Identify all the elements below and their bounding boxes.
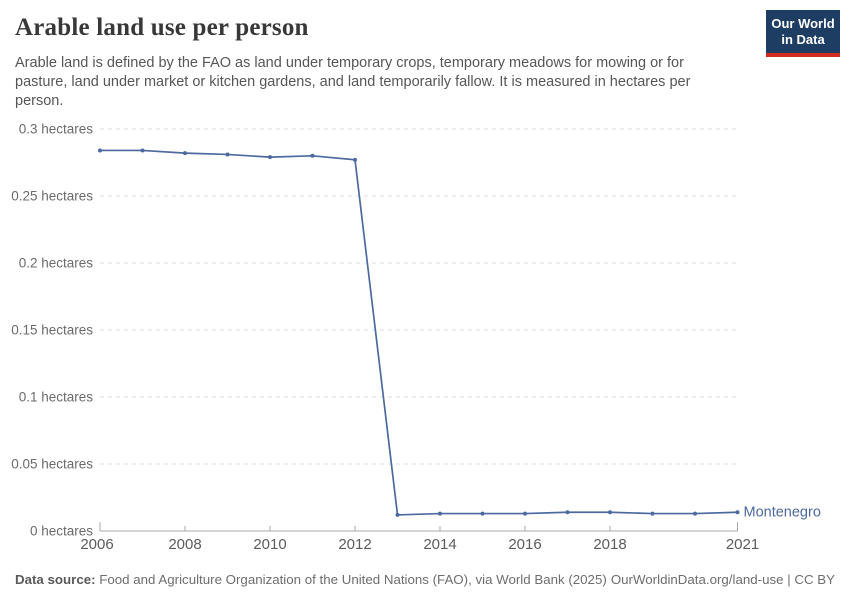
data-point	[480, 511, 485, 516]
y-axis-label: 0.05 hectares	[11, 457, 93, 472]
data-source-label: Data source:	[15, 572, 96, 587]
data-point	[268, 155, 272, 160]
y-axis-label: 0.25 hectares	[11, 189, 93, 204]
data-point	[310, 153, 315, 158]
entity-label[interactable]: Montenegro	[744, 505, 821, 521]
data-point	[523, 511, 527, 516]
owid-logo-line2: in Data	[781, 32, 825, 47]
data-point	[140, 148, 145, 153]
x-axis-label: 2012	[338, 536, 371, 553]
chart-title: Arable land use per person	[15, 14, 309, 41]
x-axis-label: 2021	[726, 536, 759, 553]
y-axis-label: 0 hectares	[30, 524, 93, 539]
owid-license-link[interactable]: OurWorldinData.org/land-use | CC BY	[610, 572, 835, 587]
data-point	[225, 152, 230, 157]
owid-logo-line1: Our World	[771, 16, 835, 31]
x-axis-label: 2016	[508, 536, 541, 553]
x-axis-label: 2010	[253, 536, 286, 553]
data-point	[693, 511, 697, 516]
x-axis-label: 2006	[80, 536, 113, 553]
x-axis-label: 2014	[423, 536, 456, 553]
y-axis-label: 0.1 hectares	[19, 390, 94, 405]
y-axis-label: 0.3 hectares	[19, 122, 94, 137]
data-point	[183, 151, 187, 156]
data-line	[100, 149, 738, 516]
data-point	[735, 510, 740, 515]
y-axis-label: 0.2 hectares	[19, 256, 94, 271]
data-source: Data source: Food and Agriculture Organi…	[15, 572, 607, 587]
owid-logo: Our World in Data	[766, 10, 840, 57]
chart-subtitle: Arable land is defined by the FAO as lan…	[15, 55, 691, 109]
chart-footer: Data source: Food and Agriculture Organi…	[15, 572, 835, 587]
data-point	[438, 511, 442, 516]
data-point	[650, 511, 655, 516]
data-source-text: Food and Agriculture Organization of the…	[99, 572, 607, 587]
data-point	[353, 157, 357, 162]
y-axis-label: 0.15 hectares	[11, 323, 93, 338]
x-axis-label: 2018	[593, 536, 626, 553]
data-point	[608, 510, 612, 515]
data-point	[395, 512, 400, 517]
data-point	[98, 148, 102, 153]
data-point	[565, 510, 570, 515]
x-axis-label: 2008	[168, 536, 201, 553]
